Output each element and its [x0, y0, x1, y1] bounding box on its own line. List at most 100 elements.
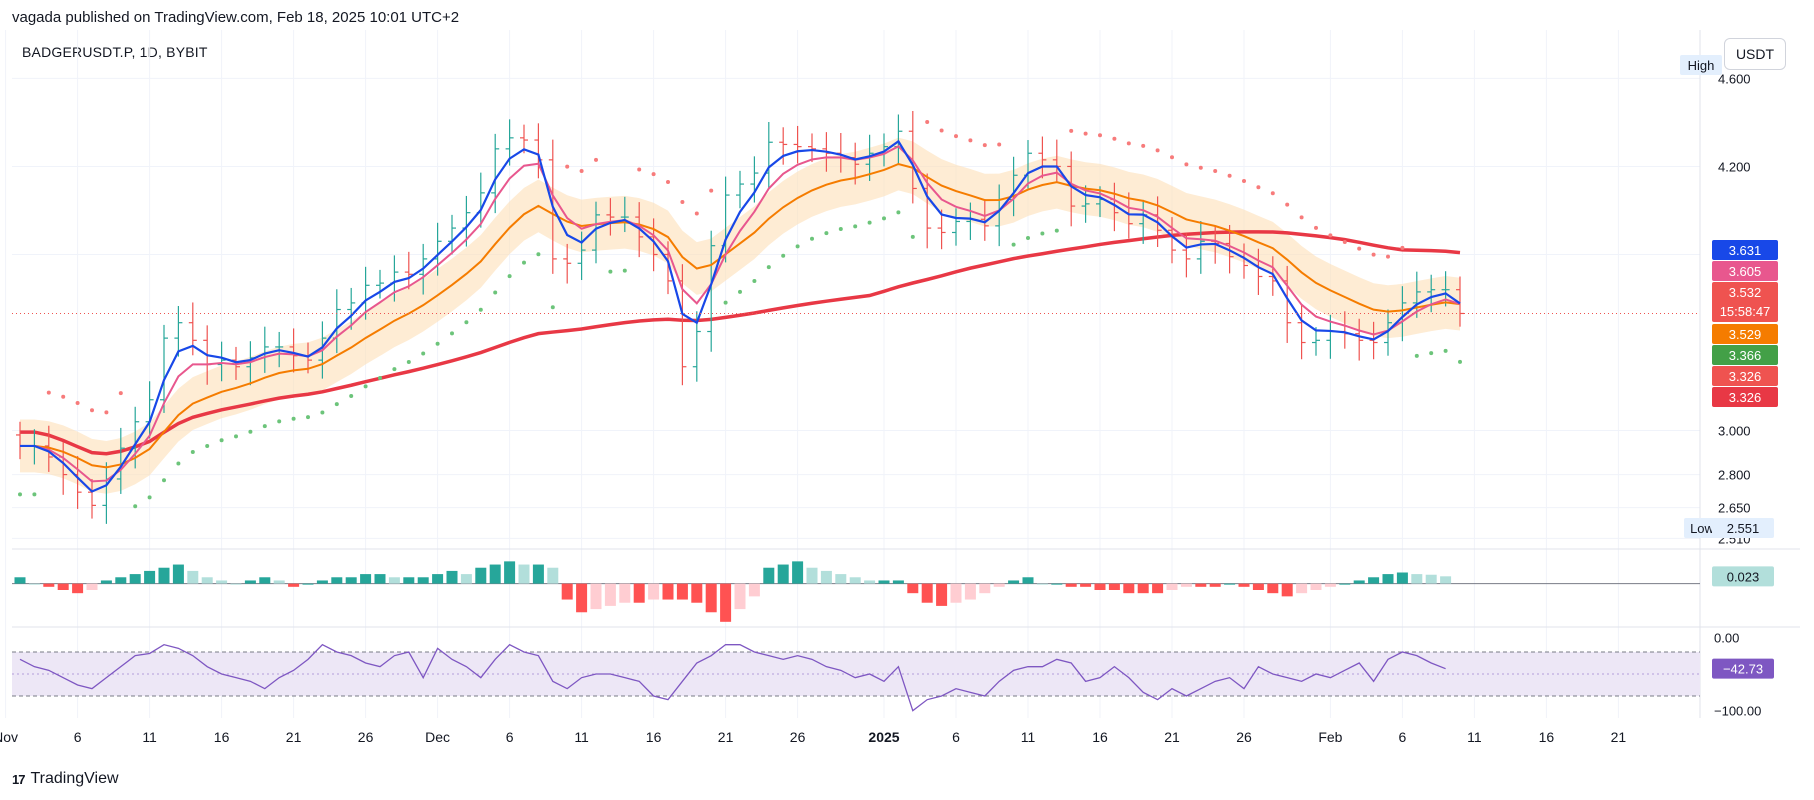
macd-bar	[734, 583, 746, 610]
price-label: 3.326	[1729, 369, 1762, 384]
macd-bar	[892, 580, 904, 584]
candle	[1441, 271, 1450, 307]
sar-dot	[406, 359, 411, 364]
macd-bar	[993, 583, 1005, 587]
time-tick-label: 21	[1611, 729, 1627, 745]
candle	[448, 214, 456, 255]
candle	[750, 156, 759, 203]
sar-dot	[1386, 254, 1390, 259]
macd-bar	[1440, 576, 1452, 584]
sar-dot	[435, 341, 440, 346]
sar-dot	[522, 260, 526, 265]
price-label: 3.366	[1729, 348, 1762, 363]
macd-bar	[115, 577, 127, 584]
macd-bar	[633, 583, 645, 603]
macd-bar	[662, 583, 674, 600]
macd-bar	[1036, 583, 1048, 585]
low-label-box	[1684, 518, 1720, 538]
sar-dot	[32, 492, 37, 497]
sar-dot	[205, 443, 210, 448]
currency-selector[interactable]: USDT	[1724, 38, 1786, 70]
macd-bar	[360, 574, 372, 584]
sar-dot	[46, 390, 51, 395]
macd-bar	[72, 583, 84, 594]
macd-histogram	[12, 561, 1700, 622]
macd-bar	[532, 564, 544, 584]
sar-dot	[1227, 173, 1232, 178]
sar-dot	[507, 274, 512, 279]
low-value-box	[1712, 518, 1774, 538]
macd-bar	[244, 580, 256, 584]
macd-bar	[1123, 583, 1135, 594]
macd-bar	[1353, 580, 1365, 584]
macd-bar	[964, 583, 976, 600]
macd-bar	[1296, 583, 1308, 594]
macd-bar	[100, 580, 112, 584]
sar-dot	[666, 180, 670, 185]
sar-dot	[1040, 231, 1045, 236]
macd-bar	[518, 564, 530, 584]
ema-band	[20, 137, 1460, 494]
macd-bar	[1137, 583, 1149, 594]
sar-dot	[190, 450, 195, 455]
macd-bar	[28, 583, 40, 585]
ema-orange-line	[20, 162, 1461, 469]
time-axis: Nov 6 11 16 21 26 Dec 6 11 16 21 26 2025 6 11 16 21 26 Feb…	[0, 729, 1626, 745]
candle	[376, 269, 384, 299]
sar-dot	[622, 268, 627, 273]
trading-chart[interactable]: 4.6004.2003.8003.0002.8002.6502.5100.00−…	[0, 0, 1814, 760]
macd-bar	[1425, 574, 1437, 584]
macd-bar	[1051, 583, 1063, 585]
sar-dot	[1443, 348, 1448, 353]
time-tick-label: 11	[1467, 729, 1482, 745]
time-tick-label: 11	[574, 729, 589, 745]
sar-dot	[1285, 202, 1290, 207]
candle	[952, 208, 960, 246]
macd-bar	[1008, 580, 1020, 584]
sar-dot	[594, 157, 598, 162]
sar-dot	[349, 393, 354, 398]
tradingview-logo-icon: 17	[12, 771, 26, 787]
macd-bar	[158, 567, 170, 584]
macd-value-label: 0.023	[1727, 569, 1760, 584]
sar-dot	[1112, 136, 1117, 141]
sar-dot	[910, 234, 915, 239]
time-tick-label: Dec	[425, 729, 450, 745]
sar-dot	[493, 290, 498, 295]
macd-bar	[849, 577, 861, 584]
price-tick-label: 3.000	[1718, 424, 1751, 439]
sar-dot	[1141, 143, 1146, 148]
sar-dot	[18, 492, 22, 497]
sar-dot	[1011, 242, 1016, 247]
macd-bar	[316, 580, 328, 584]
candle	[347, 287, 356, 330]
candles	[16, 110, 1464, 524]
time-tick-label: 26	[1236, 729, 1252, 745]
sar-dot	[997, 142, 1002, 147]
time-tick-label: 11	[1021, 729, 1036, 745]
high-label: High	[1688, 58, 1715, 73]
sar-dot	[1184, 162, 1189, 167]
macd-bar	[259, 577, 271, 584]
sar-dot	[723, 300, 728, 305]
macd-bar	[878, 580, 890, 584]
footer-brand[interactable]: 17 TradingView	[12, 770, 119, 788]
sar-dot	[1256, 185, 1261, 190]
candle	[592, 201, 600, 264]
sar-dot	[1414, 353, 1419, 358]
macd-bar	[1339, 583, 1351, 585]
macd-value-box	[1712, 566, 1774, 587]
candle	[174, 305, 183, 357]
sar-dot	[853, 224, 858, 229]
sar-dot	[680, 199, 685, 204]
sar-dot	[1069, 128, 1074, 133]
time-tick-label: 11	[142, 729, 157, 745]
macd-bar	[489, 564, 501, 584]
macd-bar	[1080, 583, 1092, 587]
high-label-box	[1680, 55, 1722, 75]
symbol-title: BADGERUSDT.P, 1D, BYBIT	[22, 44, 208, 60]
macd-bar	[763, 567, 775, 584]
candle	[707, 230, 716, 352]
sar-dot	[478, 307, 483, 312]
macd-bar	[403, 577, 415, 584]
